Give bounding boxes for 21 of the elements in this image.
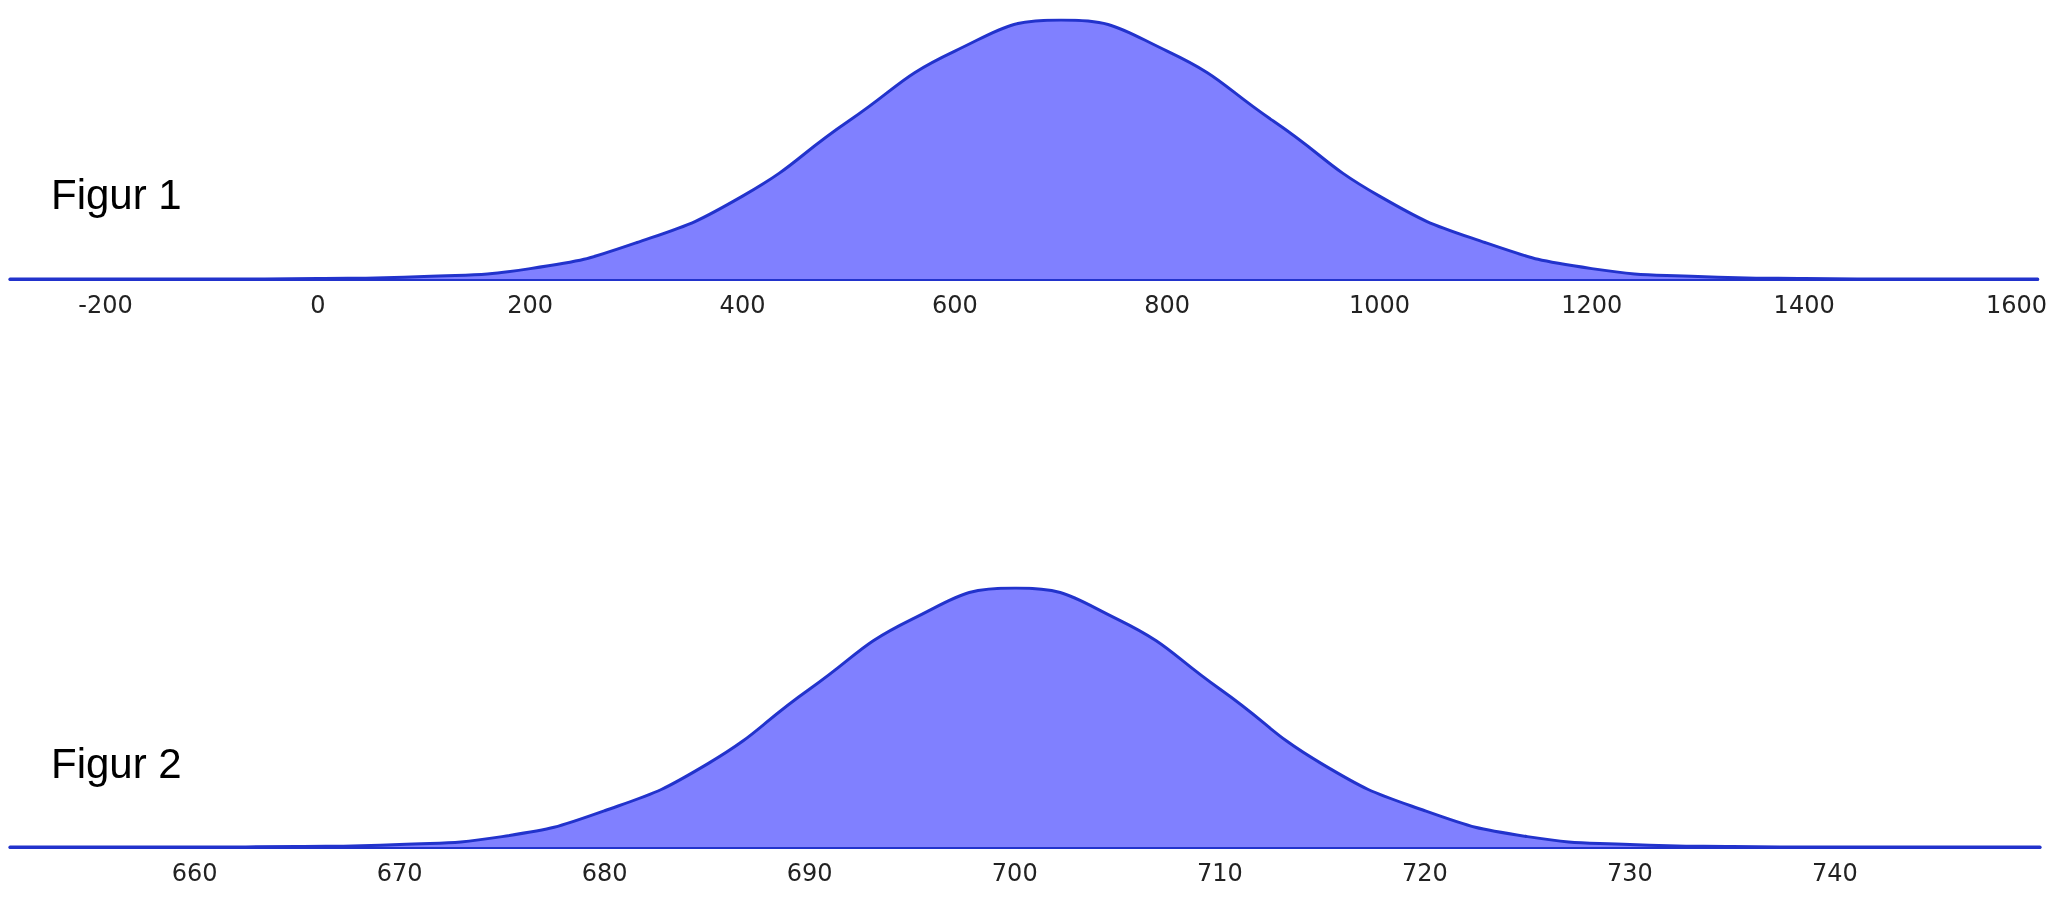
x-tick-label: 0 <box>310 291 326 319</box>
x-tick-label: 1600 <box>1985 291 2047 319</box>
x-tick-label: 730 <box>1606 859 1653 887</box>
x-tick-label: -200 <box>78 291 133 319</box>
x-tick-label: 670 <box>376 859 423 887</box>
x-tick-label: 660 <box>171 859 218 887</box>
x-tick-label: 700 <box>991 859 1038 887</box>
x-tick-label: 600 <box>931 291 978 319</box>
x-tick-label: 200 <box>507 291 554 319</box>
x-tick-label: 1400 <box>1773 291 1835 319</box>
x-tick-label: 680 <box>581 859 628 887</box>
x-tick-label: 1000 <box>1348 291 1411 319</box>
x-tick-label: 1200 <box>1561 291 1623 319</box>
x-tick-label: 690 <box>786 859 833 887</box>
x-tick-label: 740 <box>1812 859 1858 887</box>
x-tick-label: 720 <box>1401 859 1448 887</box>
x-tick-label: 400 <box>719 291 766 319</box>
x-tick-label: 800 <box>1144 291 1191 319</box>
text: Figur 2 <box>51 739 182 787</box>
text: Figur 1 <box>51 170 182 218</box>
x-tick-label: 710 <box>1196 859 1243 887</box>
